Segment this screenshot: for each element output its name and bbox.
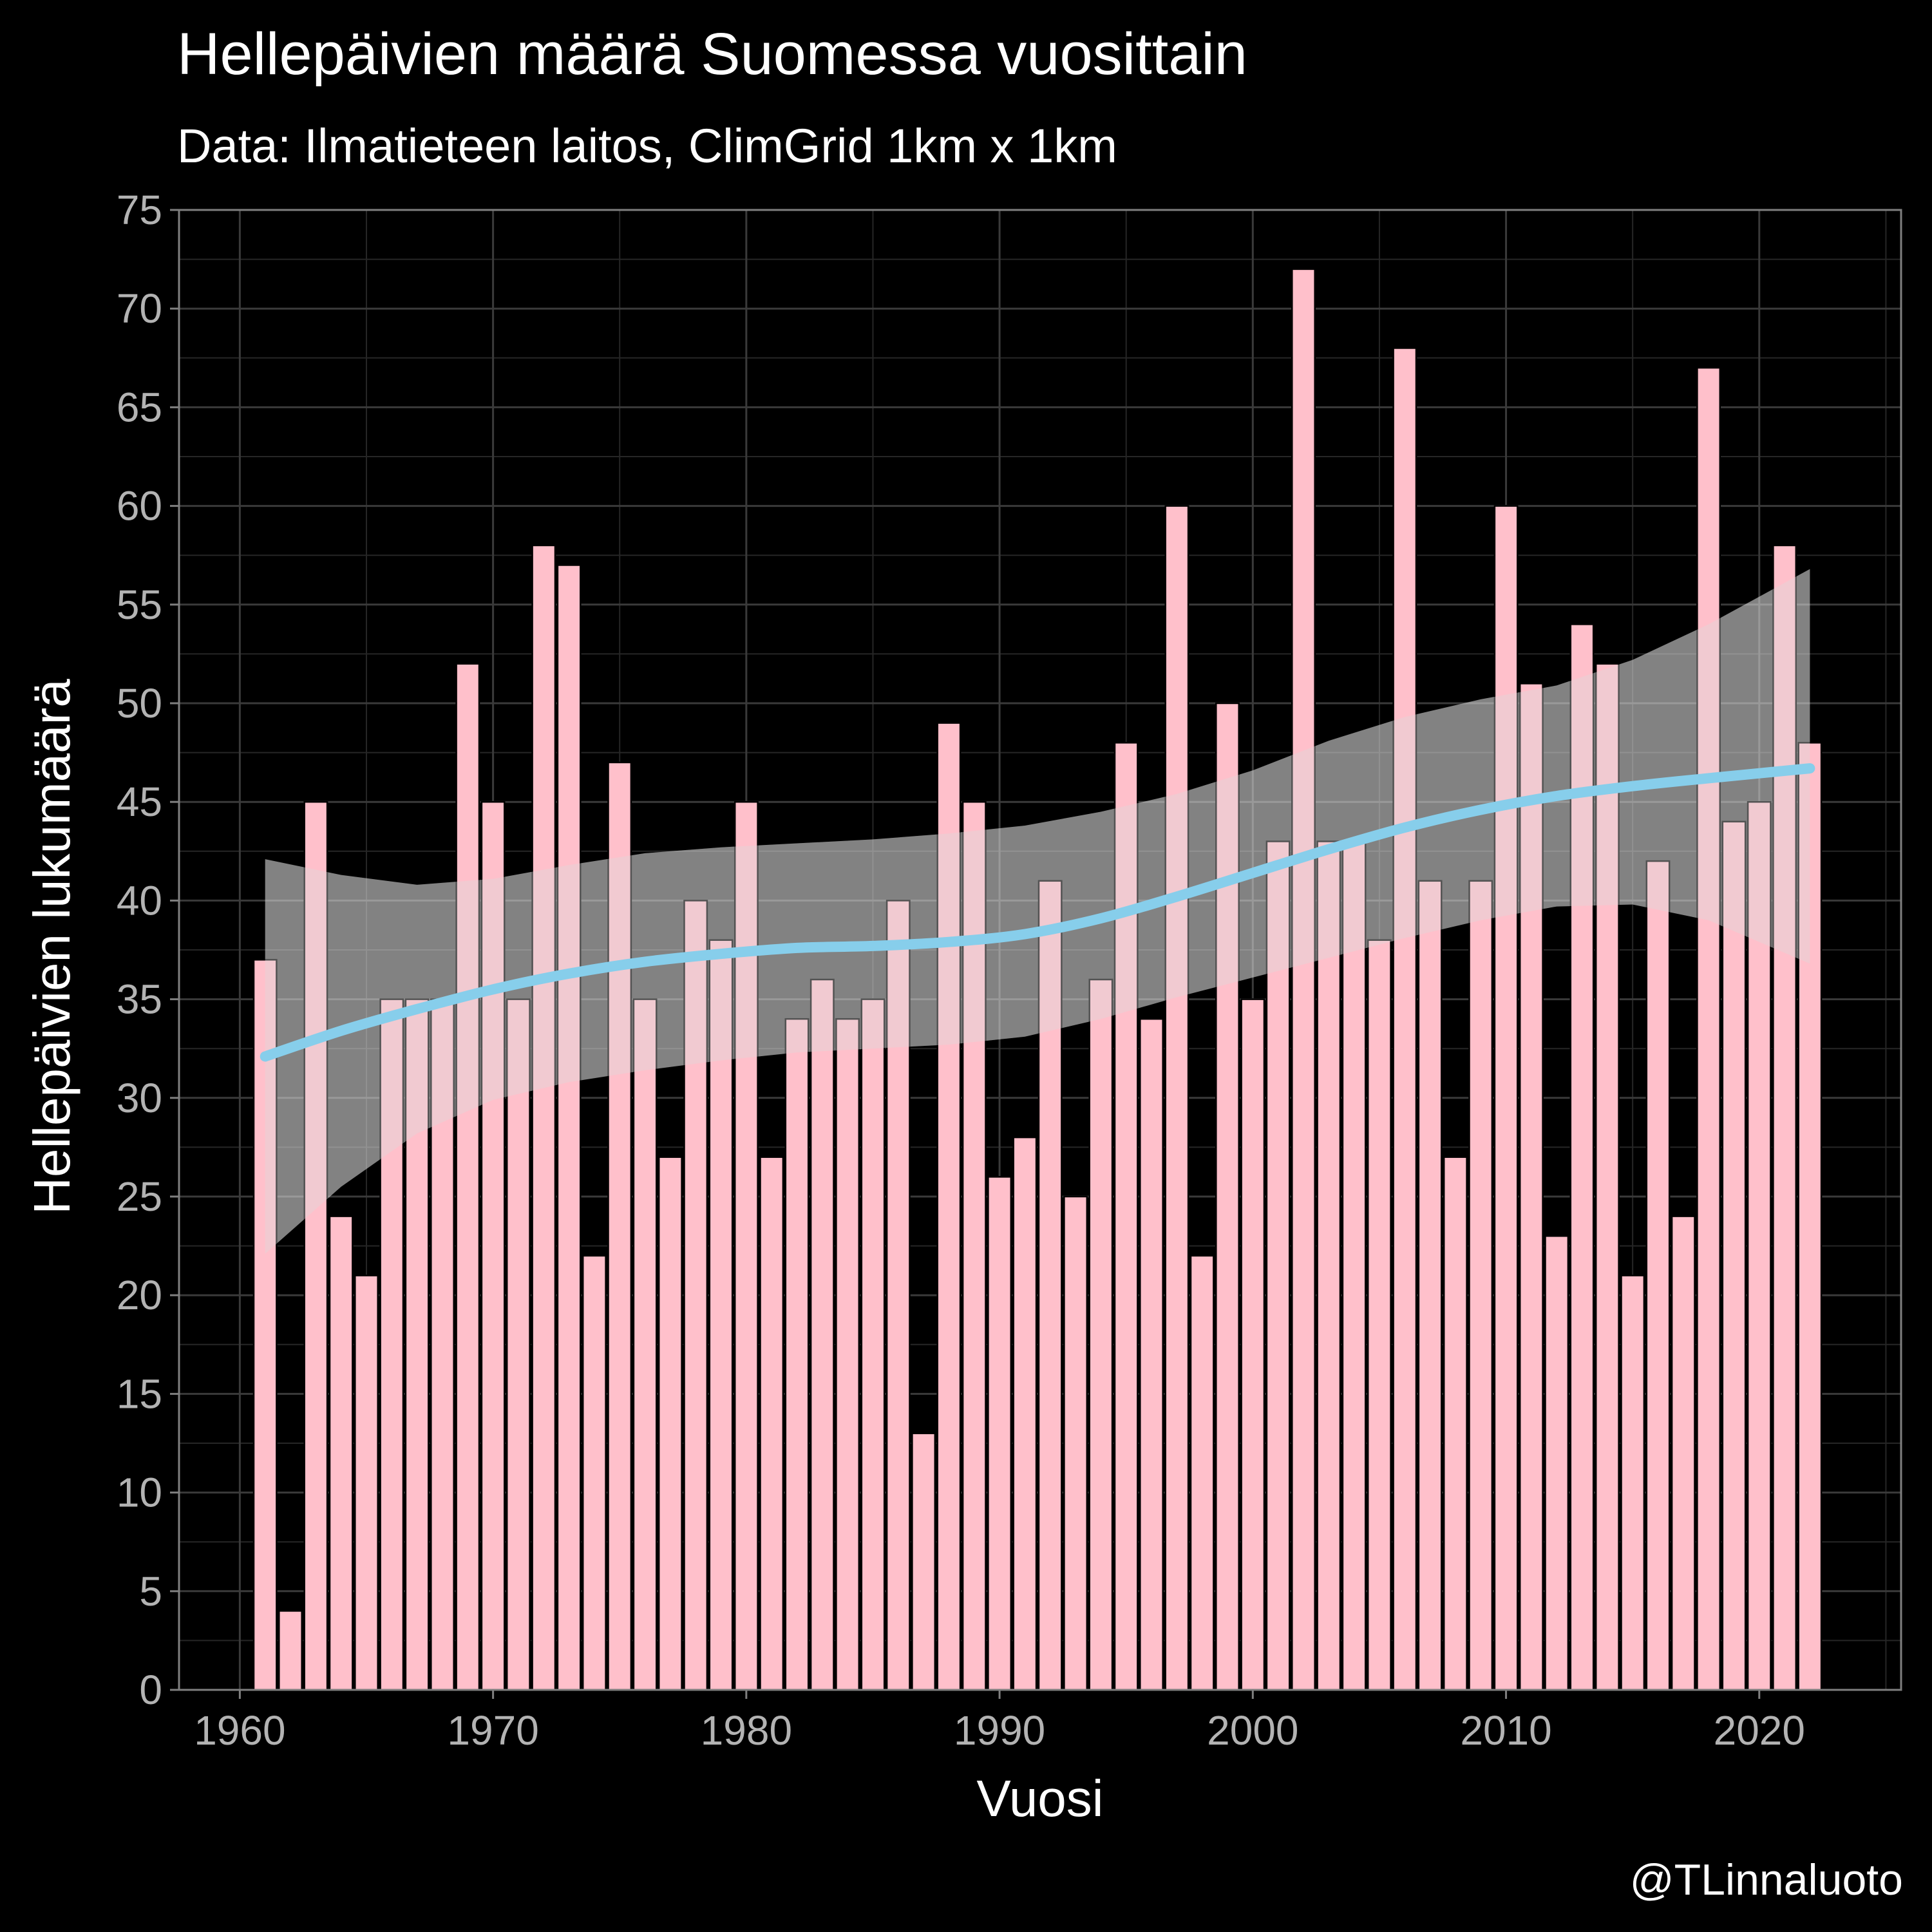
bar-2010 (1493, 505, 1519, 1691)
bar-1984 (835, 1018, 860, 1691)
bar-1983 (810, 978, 835, 1691)
trend-line (260, 763, 1815, 1062)
x-tick-label-1990: 1990 (954, 1707, 1045, 1754)
bar-1967 (404, 998, 430, 1691)
y-tick-label-20: 20 (117, 1272, 162, 1318)
bar-1995 (1113, 742, 1139, 1691)
y-tick-label-35: 35 (117, 976, 162, 1023)
bar-2009 (1468, 880, 1493, 1691)
y-tick-label-65: 65 (117, 384, 162, 430)
bar-2006 (1392, 347, 1417, 1691)
bar-1997 (1164, 505, 1189, 1691)
x-tick-label-1960: 1960 (194, 1707, 285, 1754)
bar-2016 (1645, 860, 1671, 1691)
x-tick-label-1970: 1970 (447, 1707, 538, 1754)
bar-1996 (1139, 1018, 1164, 1691)
y-tick-label-15: 15 (117, 1370, 162, 1417)
bar-2002 (1291, 268, 1316, 1691)
y-tick-label-0: 0 (139, 1667, 162, 1713)
x-tick-label-2010: 2010 (1460, 1707, 1551, 1754)
bar-2004 (1341, 840, 1367, 1691)
x-tick-label-2020: 2020 (1714, 1707, 1805, 1754)
bar-2017 (1671, 1215, 1696, 1691)
bar-1968 (430, 998, 455, 1691)
y-axis-title: Hellepäivien lukumäärä (23, 679, 80, 1215)
y-tick-label-10: 10 (117, 1470, 162, 1516)
bar-2008 (1443, 1156, 1468, 1691)
bar-1989 (961, 800, 987, 1691)
bar-1993 (1063, 1195, 1088, 1691)
y-tick-label-45: 45 (117, 779, 162, 825)
bar-2014 (1595, 663, 1620, 1691)
y-tick-label-50: 50 (117, 680, 162, 726)
bar-2007 (1417, 880, 1443, 1691)
bar-1962 (278, 1610, 303, 1691)
bar-2011 (1519, 683, 1544, 1691)
bar-2018 (1696, 366, 1721, 1691)
bar-1966 (379, 998, 404, 1691)
bar-2000 (1240, 998, 1265, 1691)
bar-1986 (886, 900, 911, 1691)
y-tick-label-5: 5 (139, 1568, 162, 1615)
bar-1963 (303, 800, 328, 1691)
y-tick-label-40: 40 (117, 877, 162, 923)
bar-1969 (455, 663, 480, 1691)
bar-2012 (1544, 1235, 1569, 1691)
bar-2022 (1797, 742, 1823, 1691)
confidence-band (265, 569, 1810, 1254)
bar-1987 (911, 1432, 936, 1691)
bar-1998 (1189, 1255, 1215, 1691)
y-tick-label-60: 60 (117, 483, 162, 529)
bar-1985 (860, 998, 886, 1691)
bar-1994 (1088, 978, 1113, 1691)
y-tick-label-25: 25 (117, 1173, 162, 1220)
bar-1982 (784, 1018, 810, 1691)
x-tick-label-1980: 1980 (701, 1707, 792, 1754)
bar-2001 (1265, 840, 1291, 1691)
bar-2013 (1569, 623, 1595, 1691)
x-axis-title: Vuosi (976, 1770, 1103, 1827)
bar-1981 (759, 1156, 784, 1691)
bar-2019 (1721, 820, 1747, 1691)
bar-1965 (354, 1274, 379, 1691)
bar-2003 (1316, 840, 1341, 1691)
confidence-band-overlay (265, 569, 1810, 1254)
bar-1964 (328, 1215, 354, 1691)
confidence-band-overlay-layer (265, 569, 1810, 1254)
y-tick-label-70: 70 (117, 285, 162, 332)
bar-1991 (1012, 1136, 1037, 1691)
bar-1977 (658, 1156, 683, 1691)
trend-line-layer (260, 763, 1815, 1062)
tick-labels: 0 5 10 15 20 25 30 35 40 45 50 55 60 65 70 75 1960 1970 19… (117, 187, 1805, 1754)
bar-1971 (506, 998, 531, 1691)
chart-subtitle: Data: Ilmatieteen laitos, ClimGrid 1km x… (177, 119, 1117, 173)
panel-border (178, 209, 1902, 1691)
confidence-band-layer (265, 569, 1810, 1254)
y-tick-label-75: 75 (117, 187, 162, 233)
bar-1961 (252, 959, 278, 1691)
y-tick-label-55: 55 (117, 582, 162, 628)
x-tick-label-2000: 2000 (1207, 1707, 1298, 1754)
bar-1973 (556, 564, 582, 1691)
bar-1975 (607, 761, 632, 1691)
caption: @TLinnaluoto (1630, 1855, 1903, 1904)
bars (252, 268, 1823, 1691)
bar-1990 (987, 1176, 1012, 1691)
axis-ticks (170, 209, 1761, 1699)
bar-1972 (531, 544, 556, 1691)
chart-title: Hellepäivien määrä Suomessa vuosittain (177, 21, 1247, 87)
bar-2005 (1367, 939, 1392, 1691)
bar-1974 (582, 1255, 607, 1691)
bar-1976 (632, 998, 658, 1691)
bar-2015 (1620, 1274, 1645, 1691)
y-tick-label-30: 30 (117, 1075, 162, 1121)
